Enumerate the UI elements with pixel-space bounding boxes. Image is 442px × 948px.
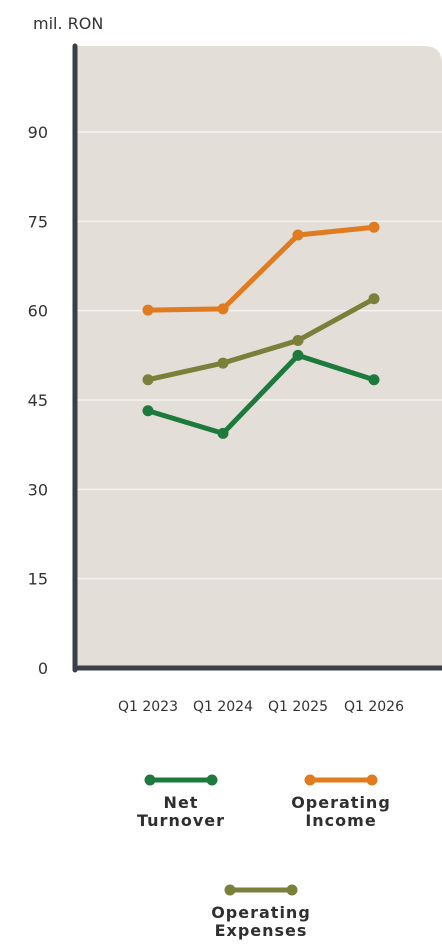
x-tick-label: Q1 2024 <box>193 699 253 715</box>
legend-swatch-dot <box>144 774 156 786</box>
data-point <box>368 293 380 305</box>
legend-label: Operating <box>291 793 391 812</box>
series-line <box>145 296 377 383</box>
legend-label: Turnover <box>137 811 225 830</box>
data-point <box>142 304 154 316</box>
data-point <box>368 374 380 386</box>
series-operating-income <box>142 221 380 316</box>
y-tick-label: 15 <box>28 570 48 589</box>
data-point <box>292 229 304 241</box>
data-point <box>368 221 380 233</box>
series-net-turnover <box>142 349 380 439</box>
legend-label: Net <box>164 793 199 812</box>
y-tick-label: 75 <box>28 212 48 231</box>
data-point <box>217 357 229 369</box>
series-line <box>145 224 377 313</box>
legend-label: Expenses <box>215 921 308 940</box>
legend-swatch-dot <box>286 884 298 896</box>
plot-area <box>75 46 442 668</box>
x-tick-label: Q1 2025 <box>268 699 328 715</box>
x-tick-label: Q1 2023 <box>118 699 178 715</box>
data-point <box>142 405 154 417</box>
legend-label: Income <box>305 811 376 830</box>
y-tick-label: 0 <box>38 659 48 678</box>
y-unit-label: mil. RON <box>33 14 103 33</box>
legend-swatch-dot <box>366 774 378 786</box>
y-tick-label: 90 <box>28 123 48 142</box>
legend-label: Operating <box>211 903 311 922</box>
legend-swatch-dot <box>304 774 316 786</box>
data-point <box>217 303 229 315</box>
y-tick-label: 30 <box>28 480 48 499</box>
data-point <box>292 334 304 346</box>
series-line <box>145 352 377 436</box>
series-operating-expenses <box>142 293 380 386</box>
data-point <box>142 374 154 386</box>
y-tick-label: 60 <box>28 302 48 321</box>
x-tick-label: Q1 2026 <box>344 699 404 715</box>
y-tick-label: 45 <box>28 391 48 410</box>
legend-swatch-dot <box>224 884 236 896</box>
data-point <box>292 349 304 361</box>
data-point <box>217 427 229 439</box>
legend-swatch-dot <box>206 774 218 786</box>
